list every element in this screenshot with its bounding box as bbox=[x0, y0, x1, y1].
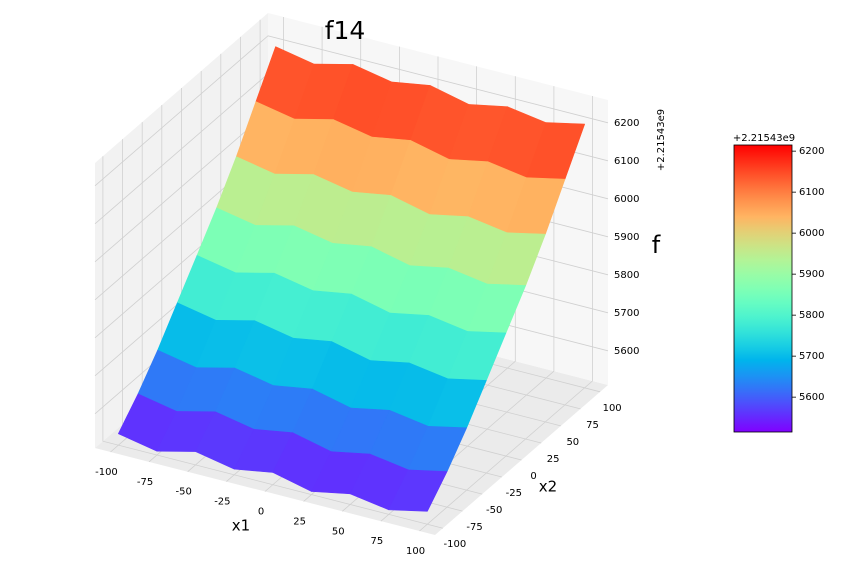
z-offset-label: +2.21543e9 bbox=[656, 109, 667, 171]
x-tick-label: 0 bbox=[258, 507, 264, 518]
y-axis-label: x2 bbox=[539, 478, 557, 496]
y-tick-label: 0 bbox=[530, 471, 536, 482]
x-tick-label: -50 bbox=[176, 487, 192, 498]
colorbar-tick-label: 5700 bbox=[799, 351, 824, 362]
z-tick-label: 5700 bbox=[614, 308, 639, 319]
z-tick-label: 5800 bbox=[614, 270, 639, 281]
chart-title: f14 bbox=[325, 16, 366, 45]
x-tick-label: -25 bbox=[214, 497, 230, 508]
x-axis-label: x1 bbox=[232, 517, 250, 535]
z-tick-label: 6200 bbox=[614, 118, 639, 129]
y-tick-label: -75 bbox=[466, 522, 482, 533]
x-tick-label: 25 bbox=[293, 516, 306, 527]
y-tick-label: 25 bbox=[547, 454, 560, 465]
y-tick-label: 50 bbox=[566, 437, 579, 448]
x-tick-label: 75 bbox=[371, 536, 384, 547]
grid-line bbox=[94, 35, 609, 187]
y-tick-label: -25 bbox=[506, 488, 522, 499]
y-tick-label: 100 bbox=[603, 403, 622, 414]
z-tick-label: 6100 bbox=[614, 156, 639, 167]
surface-patch bbox=[388, 469, 448, 512]
colorbar-offset-label: +2.21543e9 bbox=[733, 133, 795, 144]
z-axis-label: f bbox=[652, 231, 661, 259]
z-tick-label: 6000 bbox=[614, 194, 639, 205]
y-tick-label: -100 bbox=[444, 539, 467, 550]
y-tick-label: 75 bbox=[586, 420, 599, 431]
colorbar-tick-label: 6200 bbox=[799, 146, 824, 157]
colorbar-tick-label: 6000 bbox=[799, 228, 824, 239]
grid-line bbox=[419, 96, 593, 532]
colorbar-tick-label: 5800 bbox=[799, 310, 824, 321]
colorbar bbox=[733, 144, 793, 433]
plot-3d bbox=[94, 13, 609, 535]
grid-line bbox=[102, 156, 443, 529]
z-tick-label: 5600 bbox=[614, 346, 639, 357]
x-tick-label: 50 bbox=[332, 526, 345, 537]
colorbar-tick-label: 6100 bbox=[799, 187, 824, 198]
y-tick-label: -50 bbox=[486, 505, 502, 516]
x-tick-label: -100 bbox=[95, 467, 118, 478]
z-tick-label: 5900 bbox=[614, 232, 639, 243]
colorbar-tick-label: 5600 bbox=[799, 392, 824, 403]
x-tick-label: 100 bbox=[406, 546, 425, 557]
x-tick-label: -75 bbox=[137, 477, 153, 488]
colorbar-tick-label: 5900 bbox=[799, 269, 824, 280]
